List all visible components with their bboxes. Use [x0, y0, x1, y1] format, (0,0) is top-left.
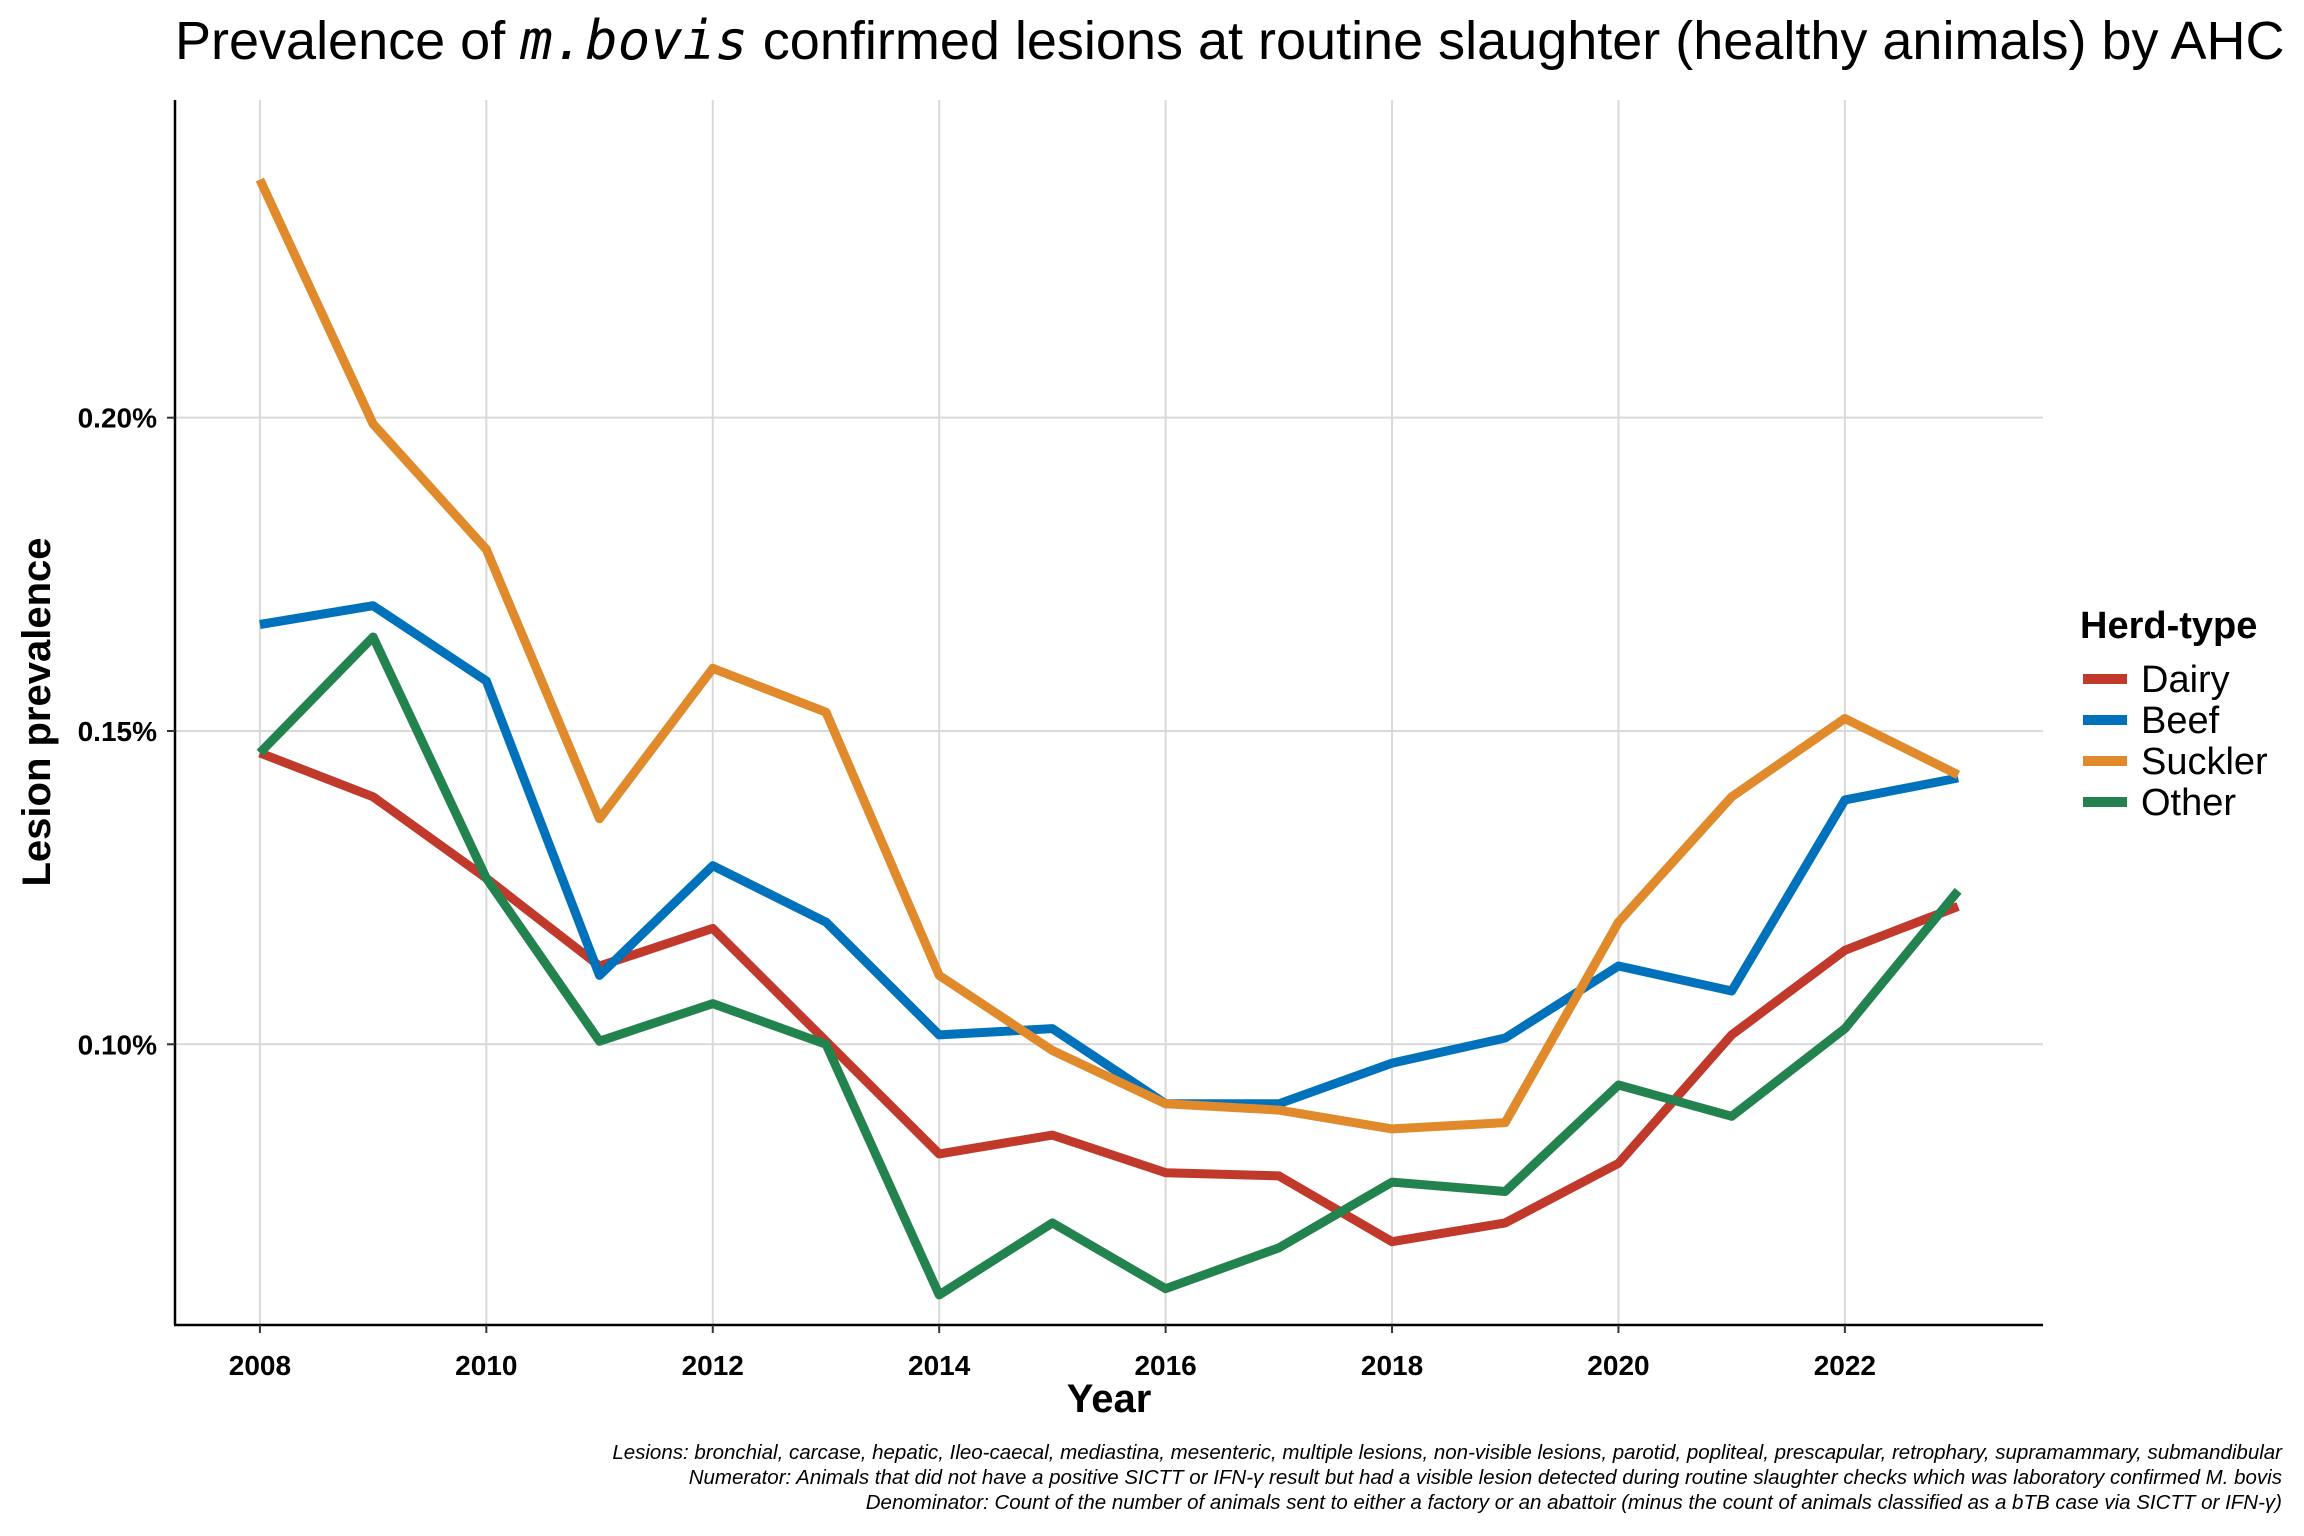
caption-numerator: Numerator: Animals that did not have a p…	[689, 1466, 2282, 1489]
y-tick-label: 0.10%	[78, 1029, 157, 1060]
legend-title: Herd-type	[2080, 605, 2257, 647]
series-line-other	[256, 632, 1962, 1300]
caption-denominator: Denominator: Count of the number of anim…	[866, 1491, 2282, 1514]
x-tick-label: 2010	[455, 1350, 517, 1381]
x-tick-label: 2020	[1587, 1350, 1649, 1381]
chart-title: Prevalence of m.bovis confirmed lesions …	[175, 9, 2285, 72]
x-axis-title: Year	[1067, 1377, 1152, 1421]
x-tick-label: 2018	[1361, 1350, 1423, 1381]
y-tick-label: 0.15%	[78, 716, 157, 747]
legend-label-beef: Beef	[2141, 700, 2220, 742]
chart-title-suffix: confirmed lesions at routine slaughter (…	[748, 11, 2285, 71]
series-lines	[255, 177, 1962, 1300]
x-tick-labels: 2008 2010 2012 2014 2016 2018 2020 2022	[229, 1325, 1876, 1381]
y-tick-labels: 0.10% 0.15% 0.20%	[78, 403, 175, 1060]
series-line-beef	[259, 601, 1959, 1109]
caption: Lesions: bronchial, carcase, hepatic, Il…	[612, 1441, 2283, 1514]
legend-label-dairy: Dairy	[2141, 659, 2230, 701]
x-tick-label: 2016	[1134, 1350, 1196, 1381]
x-tick-label: 2012	[682, 1350, 744, 1381]
x-tick-label: 2022	[1814, 1350, 1876, 1381]
x-tick-label: 2008	[229, 1350, 291, 1381]
y-axis-title: Lesion prevalence	[15, 537, 59, 886]
y-tick-label: 0.20%	[78, 403, 157, 434]
caption-lesions: Lesions: bronchial, carcase, hepatic, Il…	[612, 1441, 2283, 1464]
y-gridlines	[175, 416, 2043, 1046]
legend-label-other: Other	[2141, 782, 2236, 824]
x-tick-label: 2014	[908, 1350, 971, 1381]
chart-title-prefix: Prevalence of	[175, 11, 520, 71]
x-gridlines	[258, 100, 1846, 1325]
chart-title-italic: m.bovis	[519, 9, 748, 72]
series-line-suckler	[255, 177, 1961, 1134]
legend-label-suckler: Suckler	[2141, 741, 2268, 783]
